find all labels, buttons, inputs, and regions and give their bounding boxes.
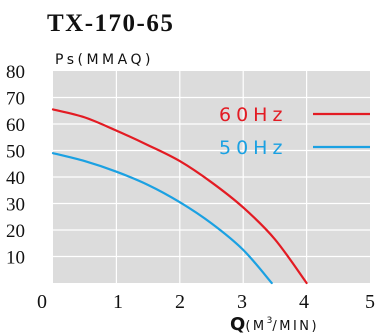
- series-line-60hz: [51, 108, 308, 285]
- y-tick-label: 40: [6, 168, 25, 189]
- y-axis-label: Ps(MMAQ): [55, 52, 154, 68]
- y-tick-label: 50: [6, 142, 25, 163]
- x-tick-label: 3: [237, 291, 247, 313]
- x-tick-label: 4: [299, 291, 309, 313]
- series-line-50hz: [51, 152, 273, 285]
- chart-title: TX-170-65: [47, 10, 174, 37]
- x-tick-label: 0: [37, 291, 47, 313]
- chart-text-layer: 10 20 30 40 50 60 70 80 0 1 2 3 4 5 TX-170-65 Ps(MMAQ) Q…: [6, 10, 375, 335]
- y-tick-label: 70: [6, 89, 25, 110]
- chart-grid: [53, 71, 370, 283]
- x-tick-label: 2: [175, 291, 185, 313]
- y-tick-label: 60: [6, 115, 25, 136]
- chart-legend: 60Hz 50Hz: [219, 104, 370, 159]
- legend-label-50hz: 50Hz: [219, 137, 287, 159]
- y-tick-label: 20: [6, 221, 25, 242]
- y-tick-label: 10: [6, 248, 25, 269]
- x-tick-label: 5: [365, 291, 375, 313]
- y-tick-label: 30: [6, 195, 25, 216]
- x-axis-label-unit-right: /MIN): [272, 319, 319, 334]
- x-axis-label-unit-superscript: 3: [267, 316, 273, 326]
- x-axis-label: Q(M3/MIN): [230, 314, 319, 335]
- legend-label-60hz: 60Hz: [219, 104, 287, 126]
- x-axis-label-main: Q: [230, 314, 245, 335]
- x-axis-label-unit-left: (M: [245, 319, 266, 334]
- y-tick-label: 80: [6, 62, 25, 83]
- chart-series-layer: [51, 108, 308, 285]
- x-tick-label: 1: [113, 291, 123, 313]
